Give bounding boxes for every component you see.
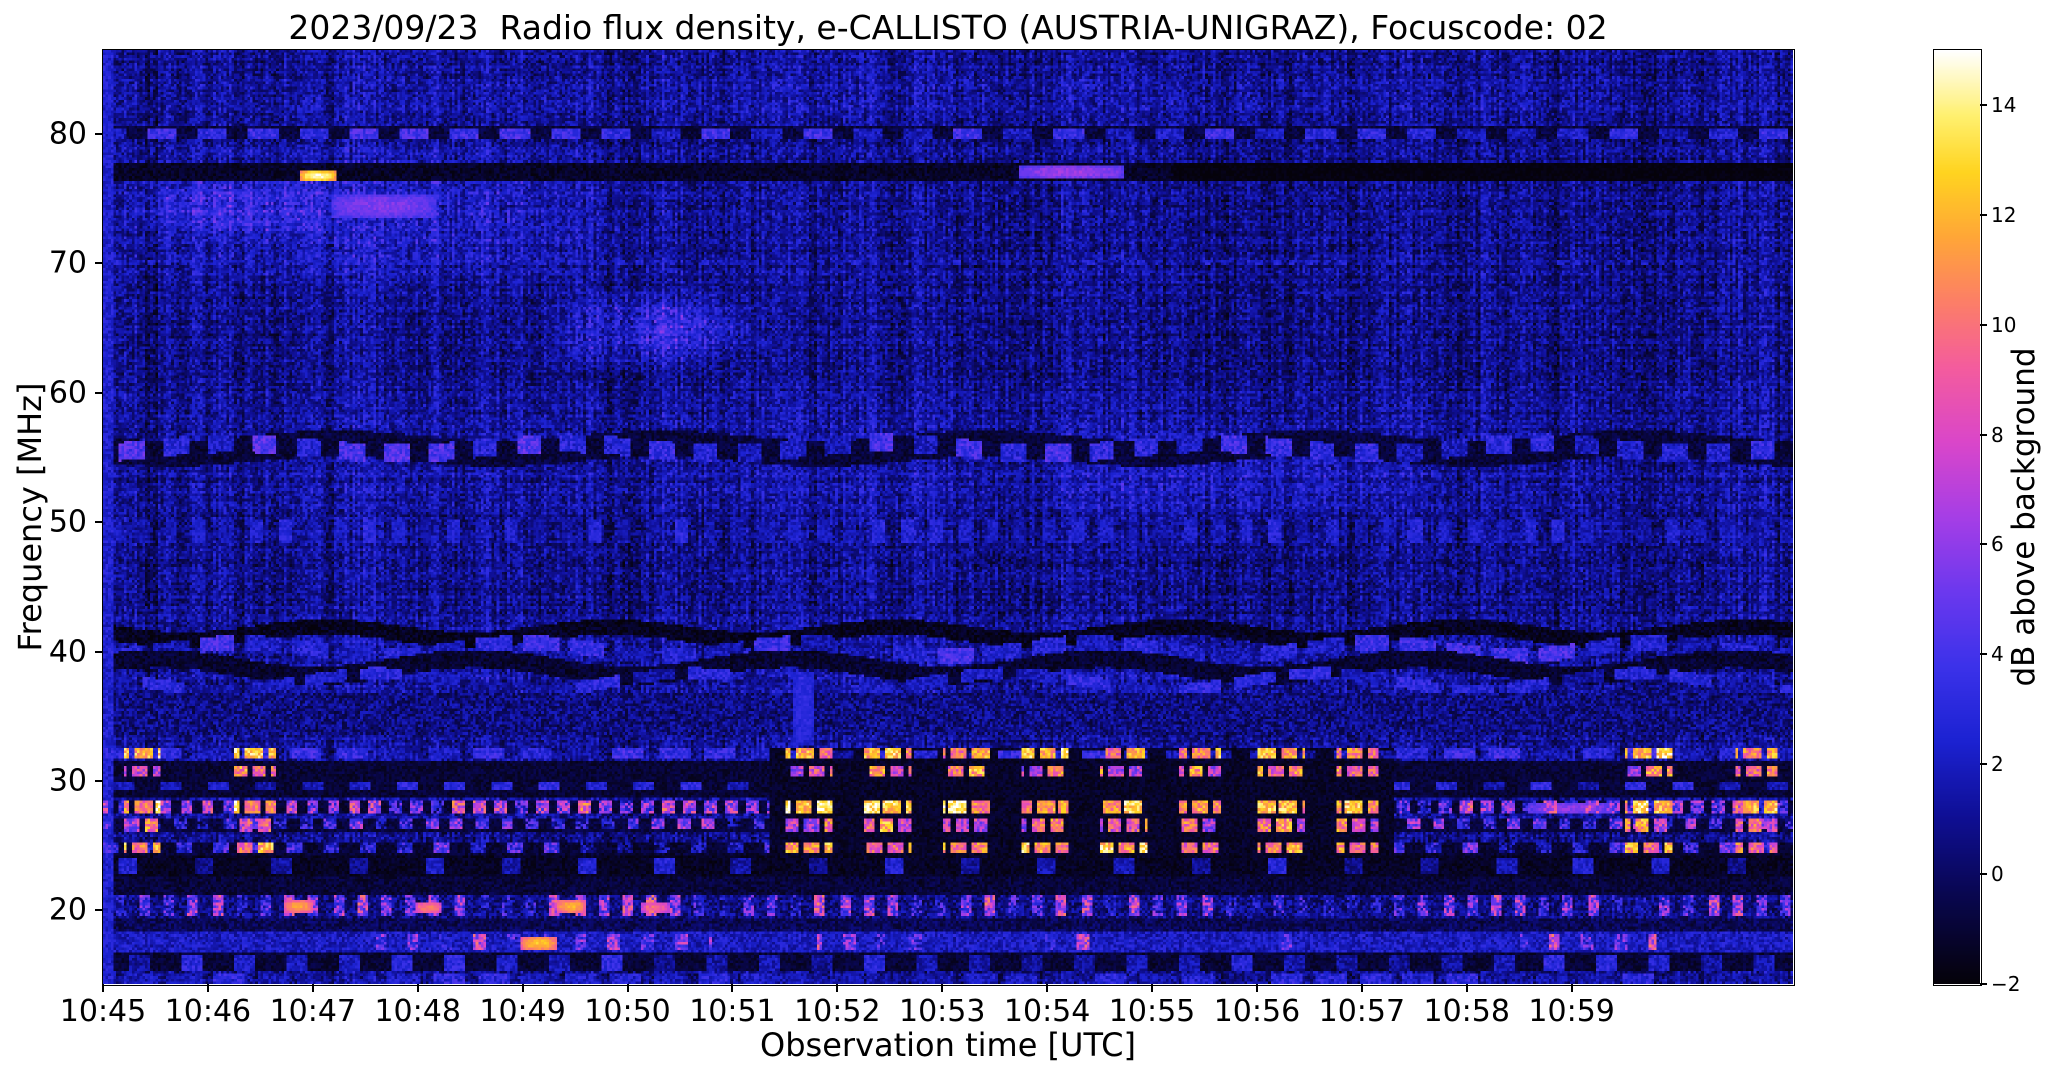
colorbar-tick-label: 8 <box>1991 422 2004 447</box>
x-tick-label: 10:57 <box>1318 994 1406 1029</box>
x-tick-label: 10:55 <box>1108 994 1196 1029</box>
y-tick-mark <box>95 650 103 653</box>
colorbar-tick-label: 12 <box>1991 202 2017 227</box>
colorbar-label: dB above background <box>2006 347 2042 687</box>
x-tick-mark <box>1046 984 1049 992</box>
x-tick-label: 10:59 <box>1528 994 1615 1029</box>
colorbar-tick-label: 0 <box>1991 862 2004 887</box>
colorbar-tick-label: −2 <box>1991 972 2021 996</box>
y-tick-mark <box>95 909 103 912</box>
colorbar-tick-mark <box>1980 103 1987 106</box>
x-tick-label: 10:52 <box>794 994 881 1029</box>
colorbar-tick-mark <box>1980 433 1987 436</box>
x-tick-mark <box>836 984 839 992</box>
chart-title: 2023/09/23 Radio flux density, e-CALLIST… <box>288 8 1608 47</box>
y-tick-mark <box>95 521 103 524</box>
x-tick-mark <box>521 984 524 992</box>
colorbar-tick-mark <box>1980 543 1987 546</box>
y-axis-label: Frequency [MHz] <box>11 382 49 652</box>
colorbar-tick-mark <box>1980 653 1987 656</box>
x-tick-label: 10:53 <box>898 994 986 1029</box>
x-tick-label: 10:51 <box>689 994 776 1029</box>
x-tick-mark <box>1570 984 1573 992</box>
colorbar-tick-label: 6 <box>1991 532 2004 557</box>
y-tick-mark <box>95 262 103 265</box>
x-tick-label: 10:47 <box>269 994 357 1029</box>
x-axis-label: Observation time [UTC] <box>760 1026 1136 1064</box>
x-tick-mark <box>941 984 944 992</box>
x-tick-label: 10:58 <box>1423 994 1510 1029</box>
x-tick-label: 10:50 <box>584 994 671 1029</box>
colorbar-tick-mark <box>1980 213 1987 216</box>
y-tick-label: 30 <box>48 763 87 799</box>
x-tick-label: 10:49 <box>479 994 566 1029</box>
y-tick-label: 80 <box>48 116 87 152</box>
y-tick-mark <box>95 133 103 136</box>
y-tick-label: 20 <box>48 892 87 928</box>
x-tick-mark <box>206 984 209 992</box>
y-tick-label: 70 <box>48 245 87 281</box>
spectrogram-heatmap <box>103 50 1793 984</box>
x-tick-mark <box>311 984 314 992</box>
x-tick-mark <box>1360 984 1363 992</box>
x-tick-label: 10:54 <box>1003 994 1091 1029</box>
colorbar-tick-mark <box>1980 323 1987 326</box>
x-tick-label: 10:48 <box>374 994 461 1029</box>
colorbar-tick-label: 2 <box>1991 752 2004 777</box>
x-tick-mark <box>102 984 104 992</box>
colorbar-tick-mark <box>1980 873 1987 876</box>
colorbar-tick-label: 14 <box>1991 92 2017 117</box>
x-tick-mark <box>1151 984 1154 992</box>
y-tick-mark <box>95 391 103 394</box>
x-tick-mark <box>416 984 419 992</box>
x-tick-label: 10:46 <box>164 994 252 1029</box>
colorbar-tick-label: 4 <box>1991 642 2004 667</box>
x-tick-label: 10:56 <box>1213 994 1301 1029</box>
colorbar-gradient <box>1934 50 1980 984</box>
y-tick-mark <box>95 779 103 782</box>
x-tick-mark <box>731 984 734 992</box>
x-tick-mark <box>1255 984 1258 992</box>
x-tick-label: 10:45 <box>59 994 147 1029</box>
colorbar-tick-label: 10 <box>1991 312 2017 337</box>
colorbar-tick-mark <box>1980 763 1987 766</box>
x-tick-mark <box>1465 984 1468 992</box>
colorbar-tick-mark <box>1980 983 1987 985</box>
x-tick-mark <box>626 984 629 992</box>
